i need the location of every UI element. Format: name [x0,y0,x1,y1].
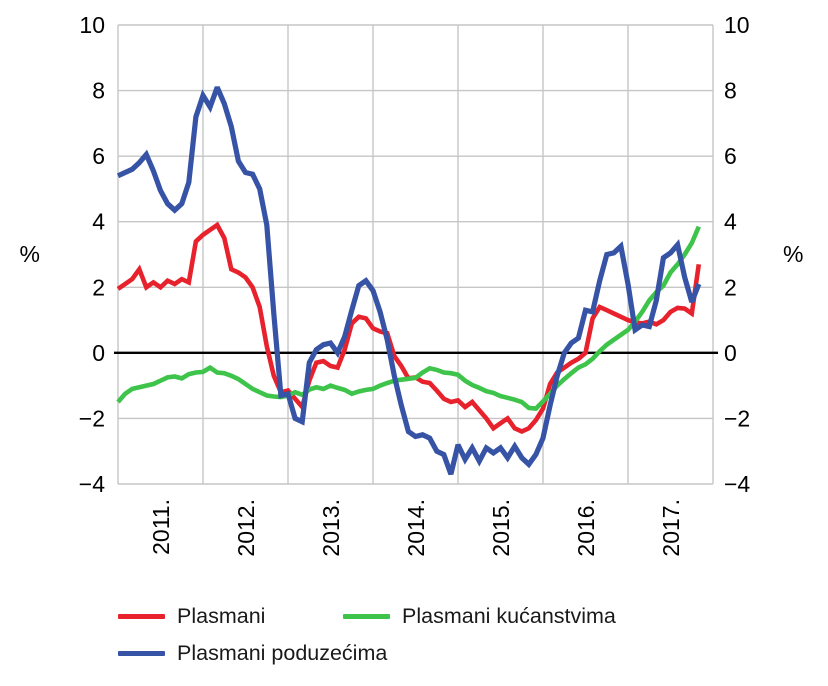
y-axis-tick-label-left: 0 [92,340,105,366]
legend-label-household-loans: Plasmani kućanstvima [402,604,616,628]
y-axis-tick-label-left: 6 [92,143,105,169]
x-axis-tick-label: 2013. [318,499,344,557]
y-axis-title-right: % [783,241,803,267]
x-axis-tick-label: 2016. [573,499,599,557]
series-line-household-loans [116,225,701,411]
blue-line-swatch-icon [118,651,165,656]
x-axis-tick-label: 2011. [148,499,174,555]
y-axis-tick-label-left: 10 [79,12,105,38]
y-axis-tick-label-right: 2 [724,274,737,300]
y-axis-tick-label-right: 0 [724,340,737,366]
y-axis-title-left: % [20,241,40,267]
legend-row-1: Plasmani Plasmani kućanstvima [118,598,718,635]
y-axis-tick-label-left: −2 [79,405,105,431]
y-axis-tick-label-right: −2 [724,405,750,431]
green-line-swatch-icon [343,614,390,619]
red-line-swatch-icon [118,614,165,619]
y-axis-tick-label-right: 4 [724,209,737,235]
legend-item-total-loans: Plasmani [118,604,343,629]
legend-label-enterprise-loans: Plasmani poduzećima [177,641,388,665]
legend-row-2: Plasmani poduzećima [118,635,718,672]
y-axis-tick-label-right: 6 [724,143,737,169]
series-line-enterprise-loans [116,86,702,476]
y-axis-tick-label-right: 8 [724,78,737,104]
legend-item-enterprise-loans: Plasmani poduzećima [118,641,387,666]
chart-legend: Plasmani Plasmani kućanstvima Plasmani p… [118,598,718,672]
x-axis-tick-label: 2017. [658,499,684,557]
x-axis-tick-label: 2014. [403,499,429,557]
y-axis-tick-label-left: 8 [92,78,105,104]
x-axis-tick-label: 2012. [233,499,259,557]
legend-label-total-loans: Plasmani [177,604,266,628]
legend-item-household-loans: Plasmani kućanstvima [343,604,616,629]
y-axis-tick-label-left: 2 [92,274,105,300]
y-axis-tick-label-right: −4 [724,471,750,497]
y-axis-tick-label-left: 4 [92,209,105,235]
y-axis-tick-label-right: 10 [724,12,750,38]
y-axis-tick-label-left: −4 [79,471,105,497]
x-axis-tick-label: 2015. [488,499,514,557]
